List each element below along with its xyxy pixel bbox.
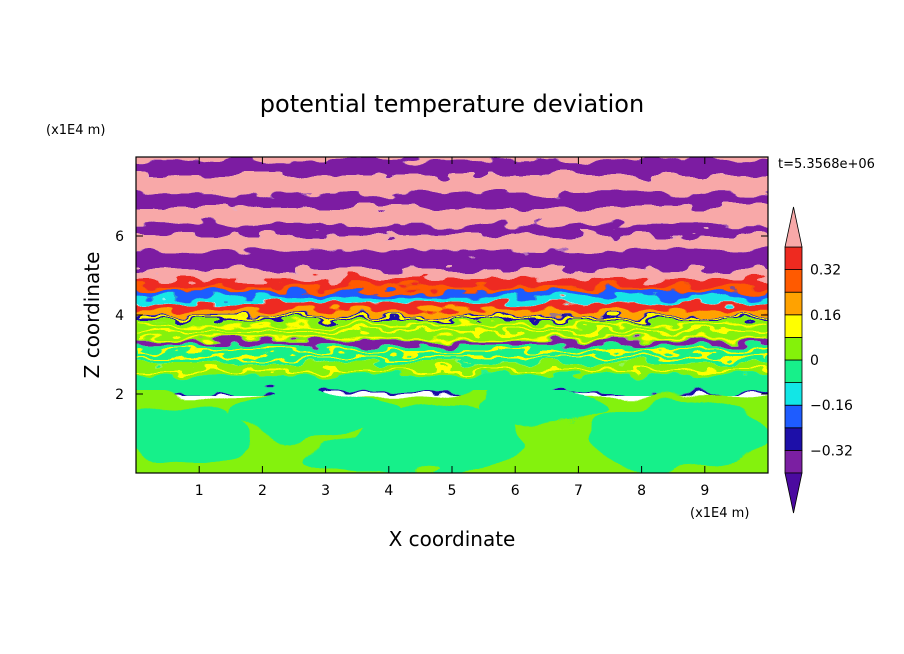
time-label: t=5.3568e+06 xyxy=(778,157,875,172)
field-band-transition xyxy=(136,303,768,312)
field-band-upper xyxy=(136,224,768,236)
colorbar: 0.32 0.16 0 −0.16 −0.32 xyxy=(784,206,853,514)
colorbar-box xyxy=(784,427,803,451)
field-stripe xyxy=(136,330,768,333)
colorbar-box xyxy=(784,359,803,384)
colorbar-tick-label: −0.16 xyxy=(810,398,853,414)
colorbar-box xyxy=(784,404,803,429)
x-tick-label: 5 xyxy=(448,483,457,499)
field-stripe xyxy=(136,350,768,353)
field-band-upper xyxy=(136,160,768,176)
field-band-middle xyxy=(136,375,768,394)
field-band-upper xyxy=(136,269,768,283)
y-axis-ticks: 2 4 6 xyxy=(115,229,768,403)
colorbar-tick-label: −0.32 xyxy=(810,443,853,459)
field-blob xyxy=(591,397,768,470)
field-band-middle xyxy=(136,363,768,376)
chart-title: potential temperature deviation xyxy=(260,90,644,118)
field-band-transition xyxy=(136,297,768,303)
field-band-transition xyxy=(136,279,768,287)
field-band-upper xyxy=(136,175,768,195)
colorbar-box xyxy=(784,449,803,474)
x-axis-label: X coordinate xyxy=(389,527,516,551)
x-tick-label: 2 xyxy=(258,483,267,499)
field-band-middle xyxy=(136,393,768,396)
x-axis-unit: (x1E4 m) xyxy=(690,506,749,521)
colorbar-extend-top xyxy=(784,206,803,248)
field-band-upper xyxy=(136,250,768,270)
colorbar-box xyxy=(784,269,803,293)
x-tick-label: 3 xyxy=(321,483,330,499)
x-tick-label: 7 xyxy=(574,483,583,499)
field-band-middle xyxy=(136,340,768,346)
field-stripe xyxy=(136,356,768,359)
field-band-transition xyxy=(136,310,768,316)
y-tick-label: 6 xyxy=(115,229,124,245)
field-stripe xyxy=(136,323,768,326)
field-band-upper xyxy=(136,235,768,251)
colorbar-box xyxy=(784,336,803,361)
field-band-middle xyxy=(136,345,768,364)
field-band-transition xyxy=(136,291,768,298)
y-tick-label: 4 xyxy=(115,308,124,324)
x-tick-label: 8 xyxy=(637,483,646,499)
field-band-upper xyxy=(136,207,768,225)
contour-field xyxy=(136,157,768,473)
y-axis-label: Z coordinate xyxy=(80,252,104,379)
field-blob xyxy=(136,405,250,462)
field-band-upper xyxy=(136,194,768,208)
x-tick-label: 9 xyxy=(700,483,709,499)
x-tick-label: 1 xyxy=(195,483,204,499)
field-band-transition xyxy=(136,286,768,292)
colorbar-box xyxy=(784,314,803,338)
field-stripe xyxy=(136,369,768,372)
x-axis-ticks: 1 2 3 4 5 6 7 8 9 xyxy=(195,157,709,499)
field-lower-layer xyxy=(136,390,768,473)
colorbar-tick-label: 0.16 xyxy=(810,308,841,324)
colorbar-extend-bottom xyxy=(784,472,803,514)
field-blob xyxy=(306,441,421,473)
colorbar-tick-label: 0 xyxy=(810,353,819,369)
colorbar-box xyxy=(784,382,803,406)
field-blob xyxy=(477,390,604,430)
colorbar-tick-label: 0.32 xyxy=(810,263,841,279)
y-tick-label: 2 xyxy=(115,387,124,403)
field-bands xyxy=(136,157,768,396)
field-stripe xyxy=(136,336,768,339)
colorbar-box xyxy=(784,291,803,316)
y-axis-unit: (x1E4 m) xyxy=(46,123,105,138)
field-blob xyxy=(237,390,389,438)
field-stripe xyxy=(136,316,768,319)
x-tick-label: 4 xyxy=(384,483,393,499)
x-tick-label: 6 xyxy=(511,483,520,499)
colorbar-box xyxy=(784,246,803,271)
